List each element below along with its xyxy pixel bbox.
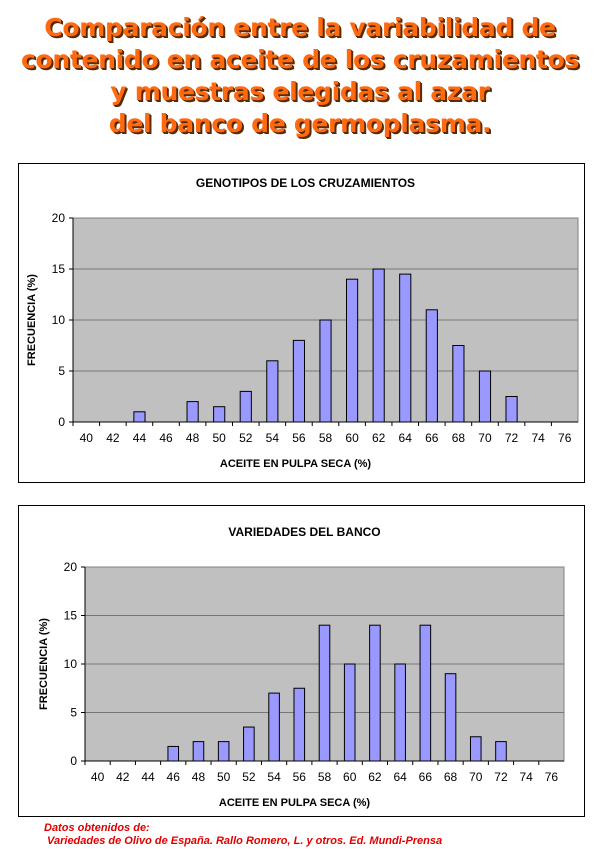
title-line: Comparación entre la variabilidad de xyxy=(44,13,556,42)
y-tick-label: 15 xyxy=(52,262,66,276)
bar-56 xyxy=(293,687,306,762)
y-tick-label: 10 xyxy=(52,313,66,327)
bar-70 xyxy=(469,736,482,762)
chart-svg: GENOTIPOS DE LOS CRUZAMIENTOS 0 5 10 15 20 40 4… xyxy=(26,176,579,470)
x-tick-label: 68 xyxy=(444,770,458,784)
y-tick-label: 10 xyxy=(64,657,78,671)
y-tick-label: 15 xyxy=(64,609,78,623)
x-tick-label: 66 xyxy=(419,770,433,784)
bar-66 xyxy=(425,309,438,423)
bar-52 xyxy=(239,390,252,423)
bar-48 xyxy=(186,401,199,423)
chart-banco: VARIEDADES DEL BANCO 0 5 10 15 20 40 42 44 46 48 50… xyxy=(18,505,585,817)
x-tick-label: 40 xyxy=(91,770,105,784)
title-line: y muestras elegidas al azar xyxy=(110,77,490,106)
y-tick-label: 0 xyxy=(70,754,77,768)
bar-56 xyxy=(292,339,306,423)
bar-60 xyxy=(343,663,356,762)
y-axis-label: FRECUENCIA (%) xyxy=(26,274,38,366)
bar-70 xyxy=(478,370,492,423)
footnote: Datos obtenidos de: Variedades de Olivo … xyxy=(44,822,442,848)
y-tick-label: 20 xyxy=(64,560,78,574)
bar-72 xyxy=(505,396,518,423)
y-tick-label: 5 xyxy=(58,364,65,378)
y-tick-label: 0 xyxy=(58,415,65,429)
x-tick-label: 40 xyxy=(80,431,94,445)
title-line: contenido en aceite de los cruzamientos xyxy=(20,45,580,74)
x-tick-label: 46 xyxy=(159,431,173,445)
bar-60 xyxy=(345,278,359,423)
y-tick-label: 20 xyxy=(52,211,66,225)
x-tick-label: 54 xyxy=(266,431,280,445)
x-tick-label: 60 xyxy=(345,431,359,445)
chart-svg: VARIEDADES DEL BANCO 0 5 10 15 20 40 42 44 46 48 50… xyxy=(38,525,565,809)
x-tick-label: 74 xyxy=(531,431,545,445)
bar-64 xyxy=(399,273,412,423)
x-tick-label: 54 xyxy=(267,770,281,784)
x-tick-label: 44 xyxy=(141,770,155,784)
bar-58 xyxy=(318,624,331,762)
bar-50 xyxy=(217,741,230,762)
x-tick-label: 42 xyxy=(116,770,130,784)
x-tick-label: 70 xyxy=(469,770,483,784)
bar-62 xyxy=(372,268,385,423)
x-tick-label: 46 xyxy=(167,770,181,784)
x-tick-label: 44 xyxy=(133,431,147,445)
x-tick-label: 64 xyxy=(393,770,407,784)
x-tick-label: 64 xyxy=(399,431,413,445)
y-axis-label: FRECUENCIA (%) xyxy=(38,618,50,710)
x-tick-label: 48 xyxy=(186,431,200,445)
x-tick-label: 62 xyxy=(368,770,382,784)
x-tick-label: 52 xyxy=(242,770,256,784)
x-tick-label: 72 xyxy=(505,431,519,445)
x-tick-label: 58 xyxy=(319,431,333,445)
x-tick-label: 66 xyxy=(425,431,439,445)
x-tick-label: 60 xyxy=(343,770,357,784)
page-title: Comparación entre la variabilidad de con… xyxy=(0,12,600,140)
bar-44 xyxy=(133,411,146,423)
bar-66 xyxy=(419,624,432,762)
x-tick-label: 52 xyxy=(239,431,253,445)
x-tick-label: 50 xyxy=(213,431,227,445)
x-tick-label: 62 xyxy=(372,431,386,445)
y-tick-label: 5 xyxy=(70,706,77,720)
title-line: del banco de germoplasma. xyxy=(108,109,492,138)
chart-cruzamientos: GENOTIPOS DE LOS CRUZAMIENTOS 0 5 10 15 20 40 4… xyxy=(18,163,585,483)
bar-54 xyxy=(268,692,280,762)
bar-68 xyxy=(444,673,457,762)
x-tick-label: 72 xyxy=(494,770,508,784)
x-tick-label: 76 xyxy=(558,431,572,445)
bar-48 xyxy=(192,741,205,762)
x-tick-label: 70 xyxy=(478,431,492,445)
footnote-line2: Variedades de Olivo de España. Rallo Rom… xyxy=(44,835,443,847)
bar-72 xyxy=(495,741,507,762)
x-tick-label: 68 xyxy=(452,431,466,445)
bar-58 xyxy=(319,319,332,423)
x-axis-label: ACEITE EN PULPA SECA (%) xyxy=(219,797,370,809)
x-tick-label: 48 xyxy=(192,770,206,784)
bar-62 xyxy=(369,624,381,762)
bar-64 xyxy=(394,663,406,762)
x-tick-label: 56 xyxy=(292,431,306,445)
x-tick-label: 56 xyxy=(293,770,307,784)
bar-46 xyxy=(167,745,180,762)
x-axis-label: ACEITE EN PULPA SECA (%) xyxy=(220,458,371,470)
x-tick-label: 50 xyxy=(217,770,231,784)
bar-52 xyxy=(243,726,255,762)
chart-title: GENOTIPOS DE LOS CRUZAMIENTOS xyxy=(196,176,415,190)
x-tick-label: 58 xyxy=(318,770,332,784)
footnote-line1: Datos obtenidos de: xyxy=(44,822,150,834)
x-tick-label: 76 xyxy=(545,770,559,784)
x-tick-label: 42 xyxy=(106,431,120,445)
x-tick-label: 74 xyxy=(520,770,534,784)
bar-68 xyxy=(452,345,465,423)
bar-54 xyxy=(266,360,279,423)
chart-title: VARIEDADES DEL BANCO xyxy=(228,525,380,539)
bar-50 xyxy=(213,406,226,423)
